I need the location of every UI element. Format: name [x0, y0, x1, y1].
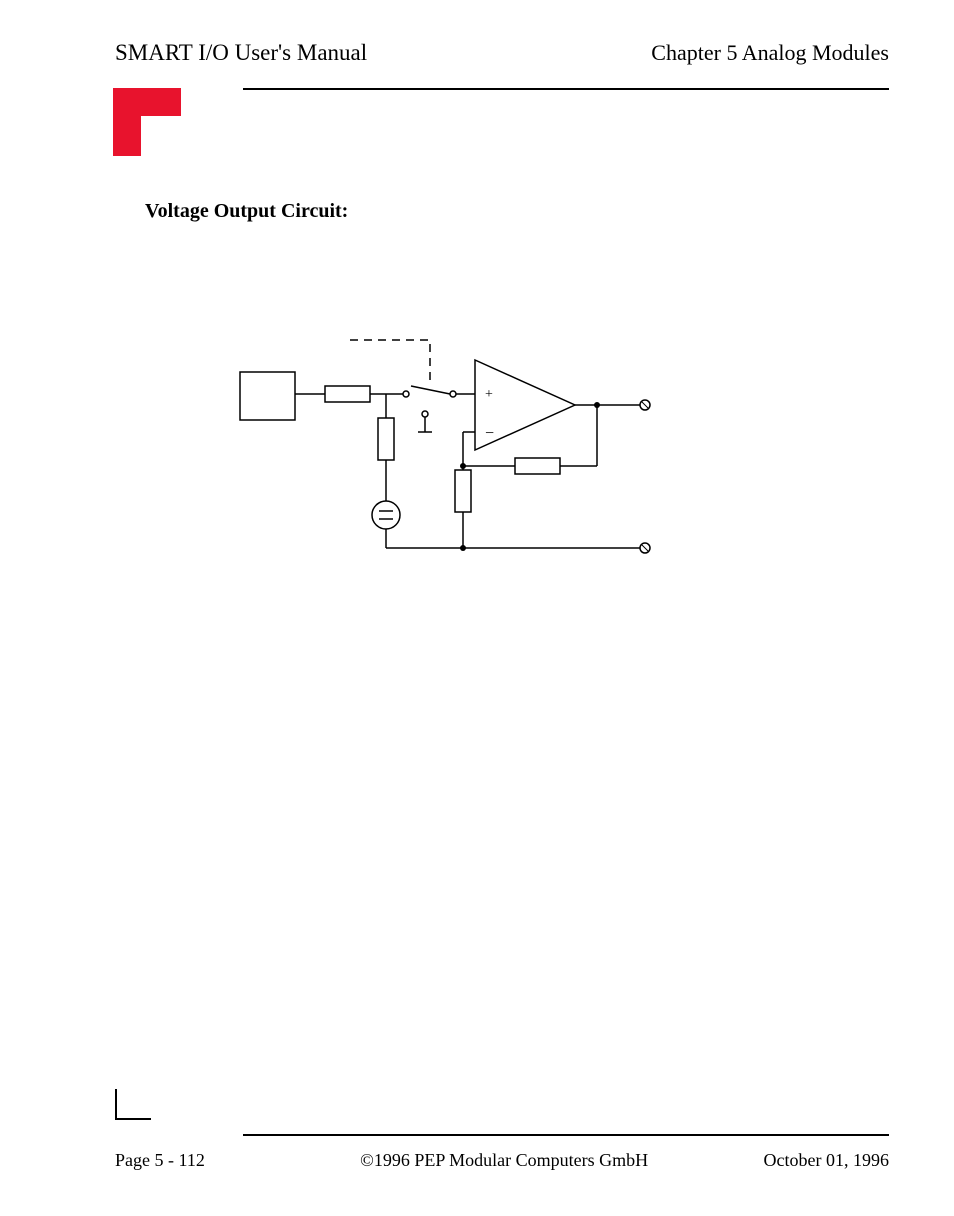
copyright: ©1996 PEP Modular Computers GmbH: [245, 1150, 764, 1171]
chapter-title: Chapter 5 Analog Modules: [651, 40, 889, 66]
page-footer: Page 5 - 112 ©1996 PEP Modular Computers…: [115, 1150, 889, 1171]
svg-text:+: +: [485, 387, 493, 402]
manual-title: SMART I/O User's Manual: [115, 40, 367, 66]
header-rule: [243, 88, 889, 90]
page-number: Page 5 - 112: [115, 1150, 205, 1171]
footer-rule: [243, 1134, 889, 1136]
section-heading: Voltage Output Circuit:: [145, 200, 348, 223]
crop-mark-icon: [113, 1089, 153, 1130]
brand-logo: [113, 88, 181, 161]
page-header: SMART I/O User's Manual Chapter 5 Analog…: [115, 40, 889, 66]
svg-text:−: −: [485, 425, 494, 442]
footer-date: October 01, 1996: [764, 1150, 889, 1171]
circuit-diagram: +−: [225, 330, 675, 570]
